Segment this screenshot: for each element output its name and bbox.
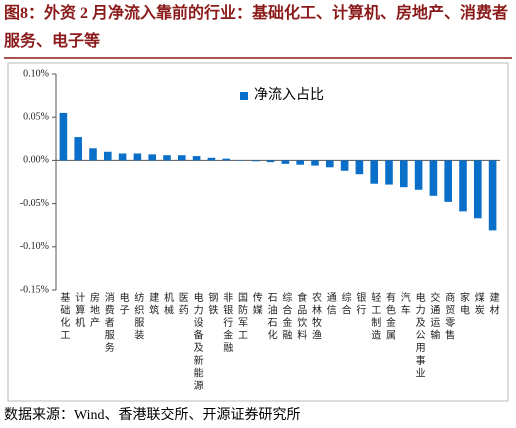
x-tick-label: 建材 xyxy=(487,291,499,317)
source: 数据来源：Wind、香港联交所、开源证券研究所 xyxy=(4,406,301,423)
bar xyxy=(400,160,408,188)
x-tick-label: 轻工制造 xyxy=(369,291,381,343)
legend-swatch xyxy=(240,92,248,100)
bar xyxy=(104,151,112,161)
x-tick-label: 电力设备及新能源 xyxy=(191,291,203,393)
x-tick-label: 计算机 xyxy=(73,291,85,330)
chart-frame xyxy=(7,62,509,402)
bar xyxy=(59,112,68,161)
bar xyxy=(340,160,349,171)
bar xyxy=(252,160,260,162)
x-tick-label: 通信 xyxy=(324,292,336,317)
bar xyxy=(429,160,438,196)
x-tick-label: 交通运输 xyxy=(428,291,440,343)
bar xyxy=(178,155,186,161)
x-tick-label: 食品饮料 xyxy=(295,291,307,343)
x-tick-label: 煤炭 xyxy=(472,291,484,317)
bar xyxy=(163,155,171,161)
bar xyxy=(459,160,467,212)
bar xyxy=(385,160,393,185)
x-tick-label: 有色金属 xyxy=(384,291,396,343)
bar xyxy=(207,157,216,161)
x-tick-label: 房地产 xyxy=(88,291,100,330)
bar xyxy=(133,153,142,161)
chart-title: 图8：外资 2 月净流入靠前的行业：基础化工、计算机、房地产、消费者服务、电子等 xyxy=(4,5,509,50)
x-tick-label: 石油石化 xyxy=(265,292,277,342)
bar xyxy=(444,160,452,202)
x-tick-label: 电力及公用事业 xyxy=(413,291,425,380)
x-tick-label: 医药 xyxy=(176,292,188,317)
bar xyxy=(74,137,82,161)
x-tick-label: 基础化工 xyxy=(58,291,70,343)
x-tick-label: 综合金融 xyxy=(280,291,292,343)
x-tick-label: 钢铁 xyxy=(206,291,218,317)
bar xyxy=(296,160,304,165)
bar xyxy=(488,160,497,231)
bar xyxy=(148,154,156,161)
x-tick-label: 汽车 xyxy=(398,291,410,317)
x-tick-label: 综合 xyxy=(339,291,351,317)
y-tick-label: 0.05% xyxy=(23,111,49,122)
bar xyxy=(355,160,364,175)
bar xyxy=(192,156,201,161)
y-tick-label: 0.00% xyxy=(23,155,49,166)
bar xyxy=(326,160,334,168)
y-tick-label: 0.10% xyxy=(23,68,49,79)
bar xyxy=(370,160,378,184)
bar xyxy=(266,160,275,163)
y-tick-label: -0.10% xyxy=(20,241,49,252)
x-tick-label: 机械 xyxy=(162,291,174,317)
x-tick-label: 银行 xyxy=(354,291,366,317)
bar xyxy=(222,158,230,161)
bar xyxy=(118,153,127,161)
x-tick-label: 国防军工 xyxy=(236,292,248,343)
title-box: 图8：外资 2 月净流入靠前的行业：基础化工、计算机、房地产、消费者服务、电子等 xyxy=(4,5,509,50)
x-tick-label: 农林牧渔 xyxy=(310,291,322,343)
x-tick-label: 家电 xyxy=(458,291,470,317)
legend-label: 净流入占比 xyxy=(254,87,324,103)
bar xyxy=(414,160,423,190)
x-tick-label: 传媒 xyxy=(250,292,262,317)
x-tick-label: 商贸零售 xyxy=(443,291,455,343)
y-tick-label: -0.15% xyxy=(20,284,49,295)
x-tick-label: 电子 xyxy=(117,291,129,317)
bar xyxy=(281,160,290,164)
x-tick-label: 非银行金融 xyxy=(221,292,233,355)
bar xyxy=(311,160,319,166)
x-tick-label: 消费者服务 xyxy=(102,291,114,355)
bar xyxy=(89,148,97,161)
bar xyxy=(474,160,482,219)
y-tick-label: -0.05% xyxy=(20,198,49,209)
x-tick-label: 纺织服装 xyxy=(132,291,144,343)
x-tick-label: 建筑 xyxy=(147,291,159,317)
